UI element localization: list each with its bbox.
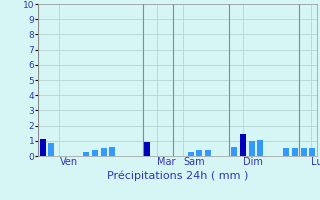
Bar [301,148,307,156]
Bar [92,150,98,156]
Bar [309,148,316,156]
Bar [231,147,237,156]
Bar [196,150,202,156]
Bar [257,140,263,156]
Bar [109,147,116,156]
Bar [292,148,298,156]
Bar [40,139,46,156]
X-axis label: Précipitations 24h ( mm ): Précipitations 24h ( mm ) [107,170,248,181]
Bar [48,143,54,156]
Bar [240,134,246,156]
Bar [100,148,107,156]
Bar [283,148,289,156]
Bar [188,152,194,156]
Bar [144,142,150,156]
Bar [83,152,89,156]
Bar [205,150,211,156]
Bar [249,141,255,156]
